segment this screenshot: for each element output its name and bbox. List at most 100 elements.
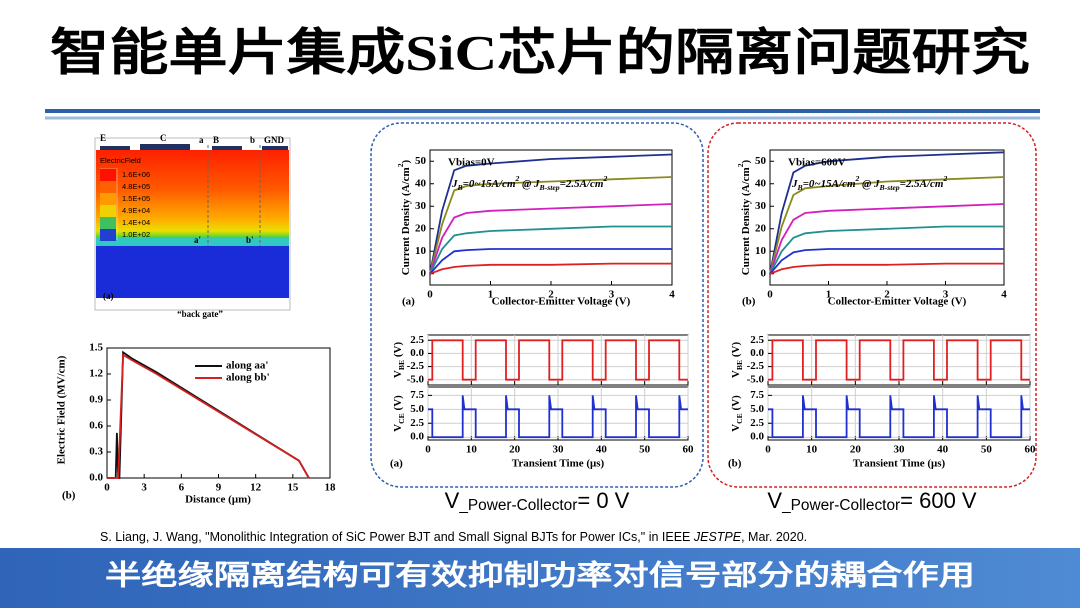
text-part: =2.5A/cm (900, 178, 944, 190)
footer-band (0, 548, 1080, 608)
x-tick-label: 60 (1025, 444, 1037, 456)
y-tick-label: 2.5 (750, 334, 764, 346)
region-label: a (199, 135, 204, 145)
y-tick-label: 0.0 (410, 347, 424, 359)
data-line (769, 248, 1004, 275)
y-tick-label: 2.5 (410, 334, 424, 346)
panel-label: (a) (390, 458, 403, 470)
text-part: V (730, 424, 742, 432)
y-axis-label: VCE (V) (392, 395, 406, 432)
text-part: V (730, 370, 742, 378)
x-tick-label: 40 (596, 444, 608, 456)
y-tick-label: 30 (415, 200, 427, 212)
x-axis-label: Distance (μm) (185, 494, 251, 506)
y-tick-label: 0 (421, 267, 427, 279)
x-axis-label: Transient Time (μs) (512, 458, 605, 470)
x-tick-label: 20 (850, 444, 862, 456)
text-part: (V) (392, 342, 404, 360)
text-part: 2 (736, 163, 745, 167)
y-tick-label: 0.0 (750, 431, 764, 443)
text-part: @ J (519, 178, 540, 190)
panel-border (707, 122, 1037, 488)
text-part: =0~15A/cm (463, 178, 516, 190)
x-tick-label: 10 (466, 444, 478, 456)
x-axis-label: Transient Time (μs) (853, 458, 946, 470)
y-tick-label: 0.9 (89, 394, 103, 406)
y-tick-label: 1.2 (89, 368, 103, 380)
x-tick-label: 3 (609, 289, 615, 301)
chart-annotation: Vbias=0V (448, 157, 495, 169)
x-tick-label: 10 (806, 444, 818, 456)
data-line (429, 203, 673, 275)
y-tick-label: 0.0 (410, 431, 424, 443)
legend-title: ElectricField (100, 156, 141, 165)
region-label: a' (194, 235, 201, 245)
x-tick-label: 0 (104, 482, 110, 494)
x-tick-label: 12 (250, 482, 262, 494)
data-line (768, 339, 1030, 381)
x-tick-label: 60 (683, 444, 695, 456)
text-part: =2.5A/cm (560, 178, 604, 190)
panel-caption: V_Power-Collector= 600 V (767, 488, 977, 514)
text-part: V (392, 370, 404, 378)
data-line (429, 176, 673, 275)
text-part: V (392, 424, 404, 432)
legend-label: along bb' (226, 372, 270, 384)
legend-label: 1.5E+05 (122, 194, 150, 203)
text-part: V (767, 488, 782, 513)
text-part: BE (735, 360, 744, 370)
legend-swatch (100, 217, 116, 229)
x-tick-label: 0 (767, 289, 773, 301)
y-axis-label: VCE (V) (730, 395, 744, 432)
x-tick-label: 1 (826, 289, 832, 301)
y-tick-label: 0.3 (89, 446, 103, 458)
y-tick-label: 0.6 (89, 420, 103, 432)
text-part: B (457, 183, 463, 192)
field-map (96, 150, 289, 238)
x-tick-label: 30 (894, 444, 906, 456)
text-part: JESTPE (693, 530, 742, 544)
x-tick-label: 6 (179, 482, 185, 494)
x-tick-label: 15 (287, 482, 299, 494)
y-tick-label: 40 (755, 177, 767, 189)
text-part: 2 (515, 174, 520, 183)
text-part: =0~15A/cm (803, 178, 856, 190)
x-tick-label: 18 (325, 482, 337, 494)
x-tick-label: 4 (1001, 289, 1007, 301)
x-tick-label: 50 (981, 444, 993, 456)
legend-swatch (100, 181, 116, 193)
text-part: 2 (855, 174, 860, 183)
panel-caption: V_Power-Collector= 0 V (445, 488, 630, 514)
y-axis-label: VBE (V) (730, 342, 744, 379)
y-tick-label: 5.0 (750, 403, 764, 415)
plot-frame (429, 149, 673, 286)
legend-label: 4.9E+04 (122, 206, 150, 215)
y-tick-label: 5.0 (410, 403, 424, 415)
text-part: (V) (730, 395, 742, 413)
y-tick-label: 0.0 (750, 347, 764, 359)
data-line (429, 153, 673, 274)
text-part: Current Density (A/cm (740, 167, 752, 275)
data-line (428, 395, 688, 439)
x-tick-label: 40 (937, 444, 949, 456)
y-tick-label: 7.5 (410, 389, 424, 401)
y-tick-label: 40 (415, 177, 427, 189)
legend-label: along aa' (226, 360, 268, 372)
legend-swatch (100, 229, 116, 241)
text-part: BE (397, 360, 406, 370)
y-tick-label: 20 (755, 222, 767, 234)
y-tick-label: 0.0 (89, 472, 103, 484)
x-tick-label: 20 (509, 444, 521, 456)
y-tick-label: -2.5 (407, 360, 425, 372)
y-tick-label: 2.5 (410, 417, 424, 429)
legend-swatch (100, 169, 116, 181)
text-part: 2 (942, 174, 947, 183)
x-axis-label: Collector-Emitter Voltage (V) (492, 296, 631, 308)
slide-title: 智能单片集成SiC芯片的隔离问题研究 (50, 24, 1030, 80)
panel-label: (b) (62, 490, 76, 502)
y-tick-label: 50 (755, 155, 767, 167)
electrode (262, 146, 288, 150)
x-tick-label: 3 (141, 482, 147, 494)
